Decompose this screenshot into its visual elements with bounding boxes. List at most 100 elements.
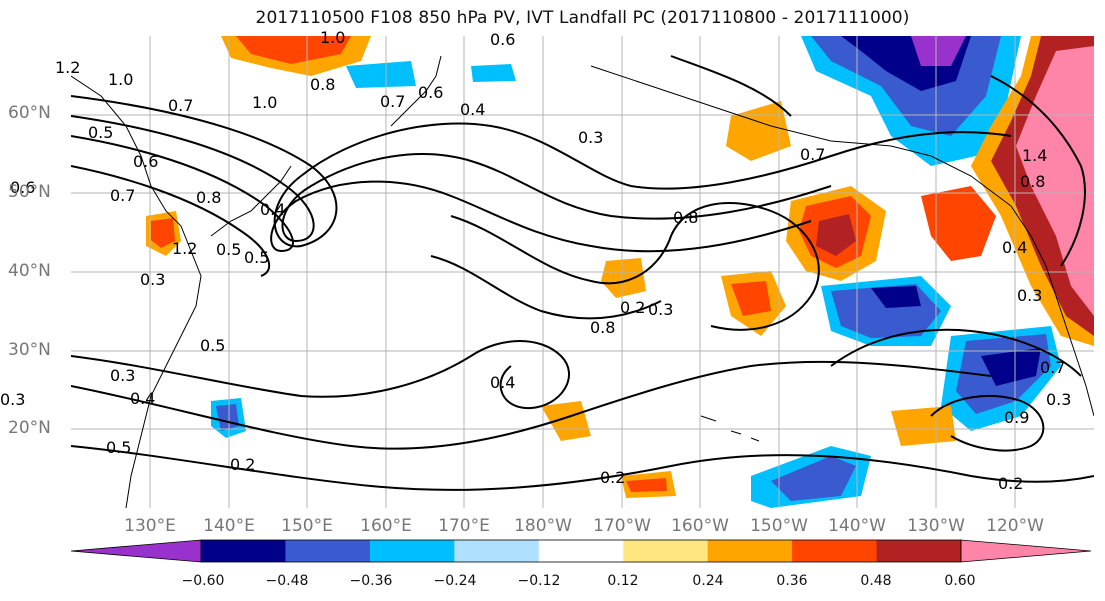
contour-label: 0.3 <box>140 270 166 289</box>
shade-positive <box>541 401 591 441</box>
asia-coast <box>71 75 202 508</box>
shade-positive <box>891 406 956 446</box>
colorbar-segment <box>538 540 624 562</box>
contour-label: 0.4 <box>1002 238 1028 257</box>
colorbar-tick: 0.36 <box>776 573 808 589</box>
contour-line <box>830 328 1082 377</box>
shade-positive <box>1016 46 1094 316</box>
contour-line <box>990 75 1086 267</box>
lat-label-40n: 40°N <box>8 261 51 281</box>
contour-line <box>71 115 832 243</box>
contour-label: 0.6 <box>490 30 516 49</box>
contour-label: 0.7 <box>168 96 194 115</box>
contour-label: 0.3 <box>0 390 26 409</box>
colorbar-segment <box>792 540 878 562</box>
contour-label: 0.5 <box>244 248 270 267</box>
contour-line <box>71 135 812 253</box>
contour-label: 0.4 <box>490 373 516 392</box>
contour-line <box>670 55 792 117</box>
contour-label: 1.0 <box>252 93 278 112</box>
colorbar-segment <box>454 540 540 562</box>
colorbar-tick: −0.24 <box>433 573 477 589</box>
lat-label-30n: 30°N <box>8 340 51 360</box>
lat-label-20n: 20°N <box>8 418 51 438</box>
colorbar-segment <box>201 540 286 562</box>
contour-label: 0.6 <box>10 178 36 197</box>
colorbar-tick: −0.48 <box>265 573 309 589</box>
shade-positive <box>731 281 771 316</box>
colorbar-segment <box>623 540 709 562</box>
lon-label: 130°W <box>907 516 965 536</box>
hawaii-islands <box>700 415 760 442</box>
namerica-coast <box>1010 205 1094 417</box>
contour-label: 0.8 <box>590 318 616 337</box>
colorbar-segment <box>369 540 455 562</box>
contour-line <box>450 202 820 331</box>
contour-label: 0.2 <box>998 474 1024 493</box>
contour-label: 0.6 <box>133 152 159 171</box>
shade-negative <box>216 404 239 431</box>
shade-positive <box>921 186 996 261</box>
contour-label: 0.9 <box>1004 408 1030 427</box>
contour-line <box>71 95 1012 248</box>
contour-label: 0.8 <box>310 75 336 94</box>
contour-line <box>71 165 271 277</box>
lon-label: 170°E <box>438 516 490 536</box>
contour-label: 0.3 <box>110 366 136 385</box>
japan-coast <box>210 165 292 237</box>
colorbar <box>70 539 1092 563</box>
contour-label: 0.5 <box>88 123 114 142</box>
contour-label: 0.7 <box>1040 358 1066 377</box>
map-panel <box>71 36 1094 508</box>
contour-label: 1.0 <box>320 28 346 47</box>
colorbar-tick: −0.12 <box>517 573 561 589</box>
contour-line <box>71 445 1094 491</box>
contour-label: 0.2 <box>230 455 256 474</box>
shade-negative <box>871 286 921 308</box>
coastlines <box>71 55 1094 508</box>
colorbar-tick: 0.12 <box>607 573 639 589</box>
alaska-coast <box>590 65 1012 207</box>
contour-label: 1.0 <box>108 70 134 89</box>
lon-label: 150°E <box>281 516 333 536</box>
contour-label: 1.2 <box>172 239 198 258</box>
shade-positive <box>236 36 351 64</box>
shade-positive <box>151 218 175 248</box>
lon-label: 140°W <box>828 516 886 536</box>
kamchatka-coast <box>390 55 442 127</box>
colorbar-extend-low <box>70 539 202 563</box>
contour-label: 0.7 <box>800 145 826 164</box>
shade-positive <box>601 258 646 298</box>
contour-label: 0.7 <box>110 186 136 205</box>
lon-label: 130°E <box>124 516 176 536</box>
contour-label: 0.5 <box>106 438 132 457</box>
colorbar-tick: 0.60 <box>944 573 976 589</box>
contour-label: 1.4 <box>1022 146 1048 165</box>
pv-contours <box>71 55 1094 491</box>
colorbar-segment <box>285 540 371 562</box>
shade-positive <box>626 478 667 492</box>
contour-label: 0.7 <box>380 92 406 111</box>
colorbar-tick: 0.24 <box>692 573 724 589</box>
contour-label: 0.3 <box>578 128 604 147</box>
lat-label-60n: 60°N <box>8 103 51 123</box>
shade-negative <box>911 36 966 66</box>
contour-label: 0.8 <box>673 208 699 227</box>
lon-label: 160°E <box>360 516 412 536</box>
lat-label-50n: 50°N <box>8 182 51 202</box>
contour-line <box>430 255 662 320</box>
shade-negative <box>771 456 856 501</box>
contour-label: 0.2 <box>600 468 626 487</box>
contour-label: 0.4 <box>460 100 486 119</box>
colorbar-extend-high <box>960 539 1092 563</box>
contour-label: 0.3 <box>1046 390 1072 409</box>
colorbar-tick: −0.36 <box>349 573 393 589</box>
colorbar-segment <box>876 540 962 562</box>
lon-label: 120°W <box>986 516 1044 536</box>
shade-positive <box>816 214 856 256</box>
contour-label: 0.2 <box>620 298 646 317</box>
contour-label: 0.4 <box>130 389 156 408</box>
contour-label: 0.5 <box>216 240 242 259</box>
lon-label: 170°W <box>593 516 651 536</box>
contour-label: 0.8 <box>1020 172 1046 191</box>
